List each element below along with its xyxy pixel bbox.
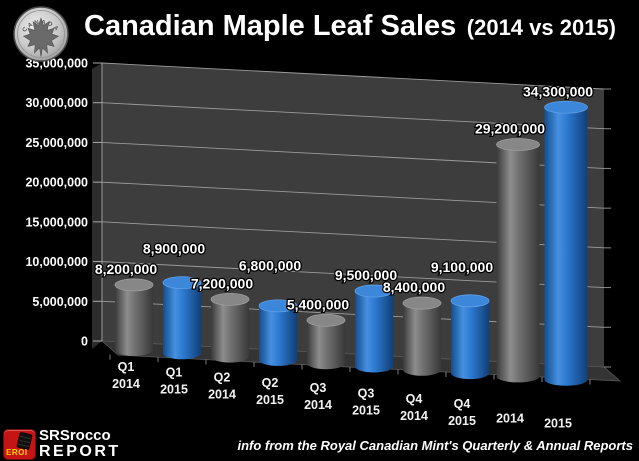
- x-category-label: 2015: [256, 393, 284, 407]
- title-text: Canadian Maple Leaf Sales: [84, 10, 457, 42]
- y-tick-label: 30,000,000: [25, 96, 88, 110]
- bar-value-label: 8,200,000: [95, 261, 157, 277]
- x-category-label: 2014: [208, 388, 236, 402]
- bar-value-label: 7,200,000: [191, 275, 253, 291]
- bar-value-label: 29,200,000: [475, 120, 545, 136]
- bar-q3-2015: [354, 284, 394, 373]
- bar-q1-2014: [114, 278, 154, 356]
- y-tick-label: 20,000,000: [25, 176, 88, 190]
- x-category-label: Q4: [406, 392, 423, 406]
- bar-value-label: 34,300,000: [523, 83, 593, 99]
- x-category-label: 2015: [448, 414, 476, 428]
- logo-text: SRSrocco REPORT: [39, 428, 121, 460]
- bar-value-label: 8,400,000: [383, 279, 445, 295]
- bar-value-label: 5,400,000: [287, 296, 349, 312]
- x-category-label: Q1: [166, 365, 183, 379]
- x-category-label: Q2: [262, 376, 279, 390]
- bar-value-label: 9,500,000: [335, 267, 397, 283]
- bars: [114, 100, 588, 386]
- value-labels: 8,200,000 8,900,000 7,200,000 6,800,000 5,40…: [94, 82, 595, 314]
- x-category-label: Q4: [454, 397, 471, 411]
- bar-2014: [496, 138, 540, 383]
- bar-value-label: 9,100,000: [431, 259, 493, 275]
- y-tick-label: 10,000,000: [25, 255, 88, 269]
- page-title: Canadian Maple Leaf Sales (2014 vs 2015): [84, 10, 616, 43]
- bar-q1-2015: [162, 276, 202, 360]
- x-category-label: 2015: [544, 417, 572, 431]
- x-category-label: Q2: [214, 371, 231, 385]
- x-category-label: 2014: [400, 409, 428, 423]
- x-category-label: 2014: [304, 398, 332, 412]
- x-category-label: Q3: [358, 387, 375, 401]
- gridline: [101, 62, 605, 90]
- y-tick-label: 25,000,000: [25, 136, 88, 150]
- bar-2015: [544, 100, 588, 386]
- source-note: info from the Royal Canadian Mint's Quar…: [237, 438, 633, 453]
- bar-q3-2014: [306, 313, 346, 370]
- eroi-badge-label: EROI: [6, 447, 28, 457]
- bar-value-label: 8,900,000: [143, 241, 205, 257]
- x-category-label: 2015: [160, 382, 188, 396]
- eroi-badge: EROI: [3, 428, 36, 460]
- x-category-label: Q3: [310, 381, 327, 395]
- x-category-label: 2014: [496, 411, 524, 425]
- y-tick-label: 15,000,000: [25, 215, 88, 229]
- x-category-label: 2014: [112, 377, 140, 391]
- logo-name: SRSrocco: [39, 427, 111, 444]
- x-category-label: 2015: [352, 404, 380, 418]
- gridline: [101, 102, 605, 130]
- maple-leaf-icon: [22, 17, 60, 57]
- logo-word: REPORT: [39, 443, 121, 460]
- srsrocco-report-logo: EROI SRSrocco REPORT: [3, 428, 121, 460]
- coin-rim: [17, 10, 65, 58]
- bar-q4-2015: [450, 294, 490, 380]
- x-category-label: Q1: [118, 360, 135, 374]
- title-subtitle: (2014 vs 2015): [466, 15, 616, 40]
- bar-q4-2014: [402, 296, 442, 376]
- bar-q2-2015: [258, 299, 298, 366]
- x-axis: Q1 2014 Q1 2015 Q2 2014 Q2 2015 Q3 2014 Q3 2015 Q4 20…: [109, 354, 591, 431]
- header: CANADA Canadian Maple Leaf Sales (2014 v…: [0, 0, 639, 66]
- maple-leaf-coin-icon: CANADA: [13, 6, 69, 62]
- bar-q2-2014: [210, 293, 250, 363]
- bar-value-label: 6,800,000: [239, 257, 301, 273]
- y-tick-label: 5,000,000: [32, 295, 88, 309]
- y-axis-and-grid: 0 5,000,000 10,000,000 15,000,000 20,000,000…: [25, 57, 611, 368]
- y-tick-label: 0: [81, 335, 88, 349]
